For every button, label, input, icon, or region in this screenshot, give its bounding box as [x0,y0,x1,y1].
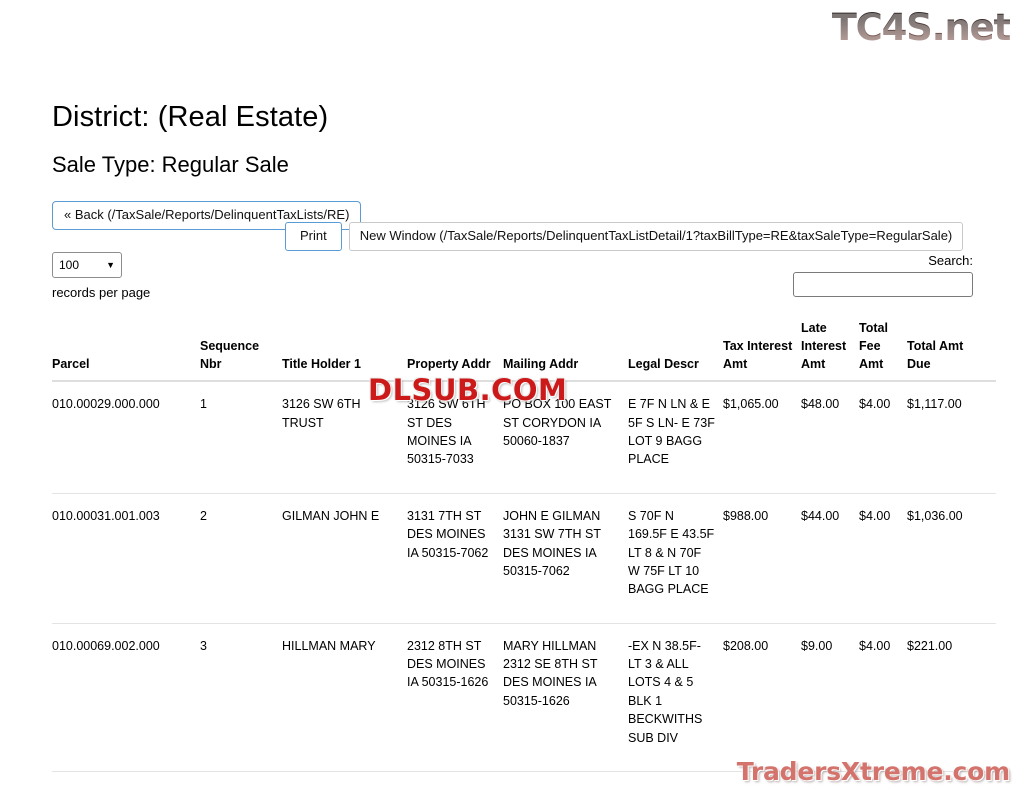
cell-total-amt-due: $1,036.00 [907,493,996,624]
page-subtitle-sale-type: Sale Type: Regular Sale [52,152,289,178]
table-row[interactable]: 010.00029.000.000 1 3126 SW 6TH TRUST 31… [52,381,996,494]
column-header-title-holder[interactable]: Title Holder 1 [282,320,407,383]
records-per-page-label: records per page [52,285,151,300]
column-header-parcel[interactable]: Parcel [52,320,200,383]
cell-sequence-nbr: 2 [200,493,282,624]
column-header-total-fee-amt[interactable]: Total Fee Amt [859,320,907,383]
cell-late-interest-amt: $44.00 [801,493,859,624]
cell-property-addr: 3131 7TH ST DES MOINES IA 50315-7062 [407,493,503,624]
cell-total-fee-amt: $4.00 [859,623,907,772]
cell-mailing-addr: JOHN E GILMAN 3131 SW 7TH ST DES MOINES … [503,493,628,624]
column-header-property-addr[interactable]: Property Addr [407,320,503,383]
chevron-down-icon: ▼ [106,259,115,270]
cell-mailing-addr: PO BOX 100 EAST ST CORYDON IA 50060-1837 [503,381,628,494]
cell-parcel: 010.00029.000.000 [52,381,200,494]
site-logo: TC4S.net [831,6,1012,49]
cell-legal-descr: S 70F N 169.5F E 43.5F LT 8 & N 70F W 75… [628,493,723,624]
search-control: Search: [793,252,973,297]
table-body: 010.00029.000.000 1 3126 SW 6TH TRUST 31… [52,381,996,772]
cell-late-interest-amt: $48.00 [801,381,859,494]
table-row[interactable]: 010.00031.001.003 2 GILMAN JOHN E 3131 7… [52,493,996,624]
page-content: District: (Real Estate) Sale Type: Regul… [52,0,992,230]
column-header-sequence-nbr[interactable]: Sequence Nbr [200,320,282,383]
delinquent-tax-table: Parcel Sequence Nbr Title Holder 1 Prope… [52,320,996,772]
search-label: Search: [928,253,973,268]
cell-property-addr: 2312 8TH ST DES MOINES IA 50315-1626 [407,623,503,772]
cell-tax-interest-amt: $1,065.00 [723,381,801,494]
table-row[interactable]: 010.00069.002.000 3 HILLMAN MARY 2312 8T… [52,623,996,772]
records-per-page-select[interactable]: 100 ▼ [52,252,122,278]
records-per-page-control: 100 ▼ records per page [52,252,150,300]
action-button-row: Print New Window (/TaxSale/Reports/Delin… [285,222,964,252]
cell-sequence-nbr: 1 [200,381,282,494]
table-header-row: Parcel Sequence Nbr Title Holder 1 Prope… [52,320,996,383]
cell-tax-interest-amt: $208.00 [723,623,801,772]
column-header-legal-descr[interactable]: Legal Descr [628,320,723,383]
page-title-district: District: (Real Estate) [52,101,329,133]
column-header-total-amt-due[interactable]: Total Amt Due [907,320,996,383]
column-header-tax-interest-amt[interactable]: Tax Interest Amt [723,320,801,383]
cell-title-holder: GILMAN JOHN E [282,493,407,624]
cell-total-amt-due: $221.00 [907,623,996,772]
cell-legal-descr: -EX N 38.5F- LT 3 & ALL LOTS 4 & 5 BLK 1… [628,623,723,772]
cell-total-fee-amt: $4.00 [859,493,907,624]
cell-legal-descr: E 7F N LN & E 5F S LN- E 73F LOT 9 BAGG … [628,381,723,494]
cell-title-holder: HILLMAN MARY [282,623,407,772]
column-header-mailing-addr[interactable]: Mailing Addr [503,320,628,383]
cell-parcel: 010.00031.001.003 [52,493,200,624]
cell-mailing-addr: MARY HILLMAN 2312 SE 8TH ST DES MOINES I… [503,623,628,772]
cell-title-holder: 3126 SW 6TH TRUST [282,381,407,494]
print-button[interactable]: Print [285,222,342,252]
cell-total-fee-amt: $4.00 [859,381,907,494]
records-per-page-value: 100 [59,258,80,272]
column-header-late-interest-amt[interactable]: Late Interest Amt [801,320,859,383]
cell-parcel: 010.00069.002.000 [52,623,200,772]
cell-property-addr: 3126 SW 6TH ST DES MOINES IA 50315-7033 [407,381,503,494]
new-window-button[interactable]: New Window (/TaxSale/Reports/DelinquentT… [348,222,964,252]
cell-sequence-nbr: 3 [200,623,282,772]
search-input[interactable] [793,272,973,297]
cell-late-interest-amt: $9.00 [801,623,859,772]
cell-tax-interest-amt: $988.00 [723,493,801,624]
cell-total-amt-due: $1,117.00 [907,381,996,494]
table-header: Parcel Sequence Nbr Title Holder 1 Prope… [52,320,996,383]
